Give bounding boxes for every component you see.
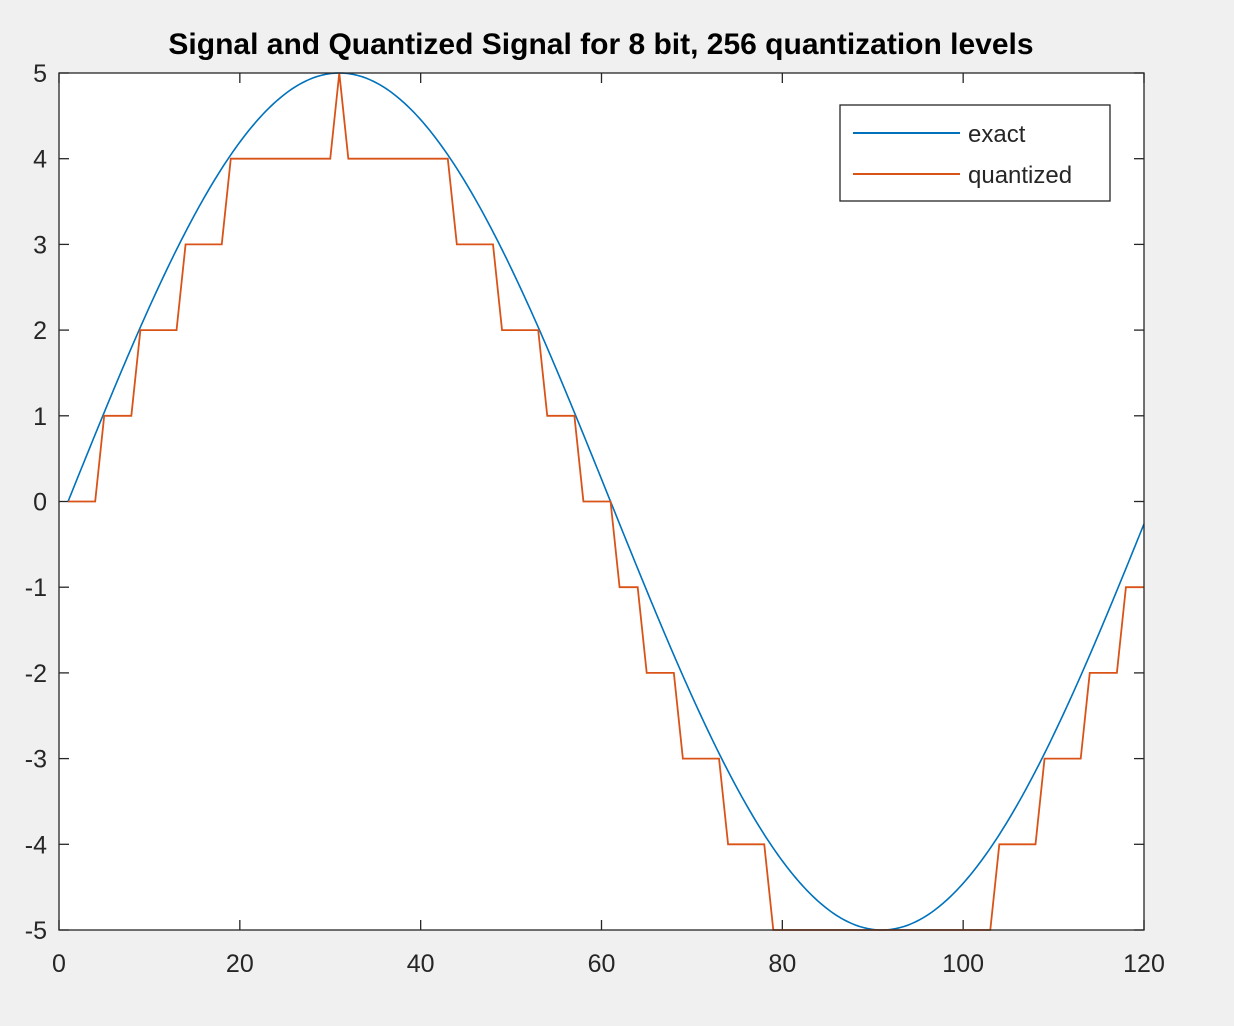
y-tick-label: 0 <box>33 489 47 517</box>
x-tick-label: 80 <box>768 950 796 978</box>
y-tick-label: 5 <box>33 60 47 88</box>
y-tick-label: 3 <box>33 231 47 259</box>
legend-label-quantized: quantized <box>968 162 1072 189</box>
series-exact-line <box>67 72 1145 931</box>
legend-label-exact: exact <box>968 121 1026 148</box>
x-tick-label: 40 <box>407 950 435 978</box>
legend: exact quantized <box>839 104 1111 202</box>
y-tick-label: 1 <box>33 403 47 431</box>
y-tick-label: 2 <box>33 317 47 345</box>
x-tick-label: 20 <box>226 950 254 978</box>
y-tick-label: -5 <box>25 917 47 945</box>
x-tick-label: 100 <box>942 950 984 978</box>
chart-title: Signal and Quantized Signal for 8 bit, 2… <box>168 28 1033 61</box>
y-tick-label: -3 <box>25 746 47 774</box>
x-tick-label: 0 <box>52 950 66 978</box>
plot-area <box>67 72 1145 931</box>
y-tick-label: -4 <box>25 831 47 859</box>
x-tick-label: 120 <box>1123 950 1165 978</box>
y-tick-label: -2 <box>25 660 47 688</box>
axes-box <box>58 72 1145 931</box>
series-quantized-line <box>68 72 1144 931</box>
y-tick-label: 4 <box>33 146 47 174</box>
x-axis: 0 20 40 60 80 100 120 <box>52 73 1165 978</box>
legend-box <box>839 104 1111 202</box>
y-tick-label: -1 <box>25 574 47 602</box>
x-tick-label: 60 <box>588 950 616 978</box>
